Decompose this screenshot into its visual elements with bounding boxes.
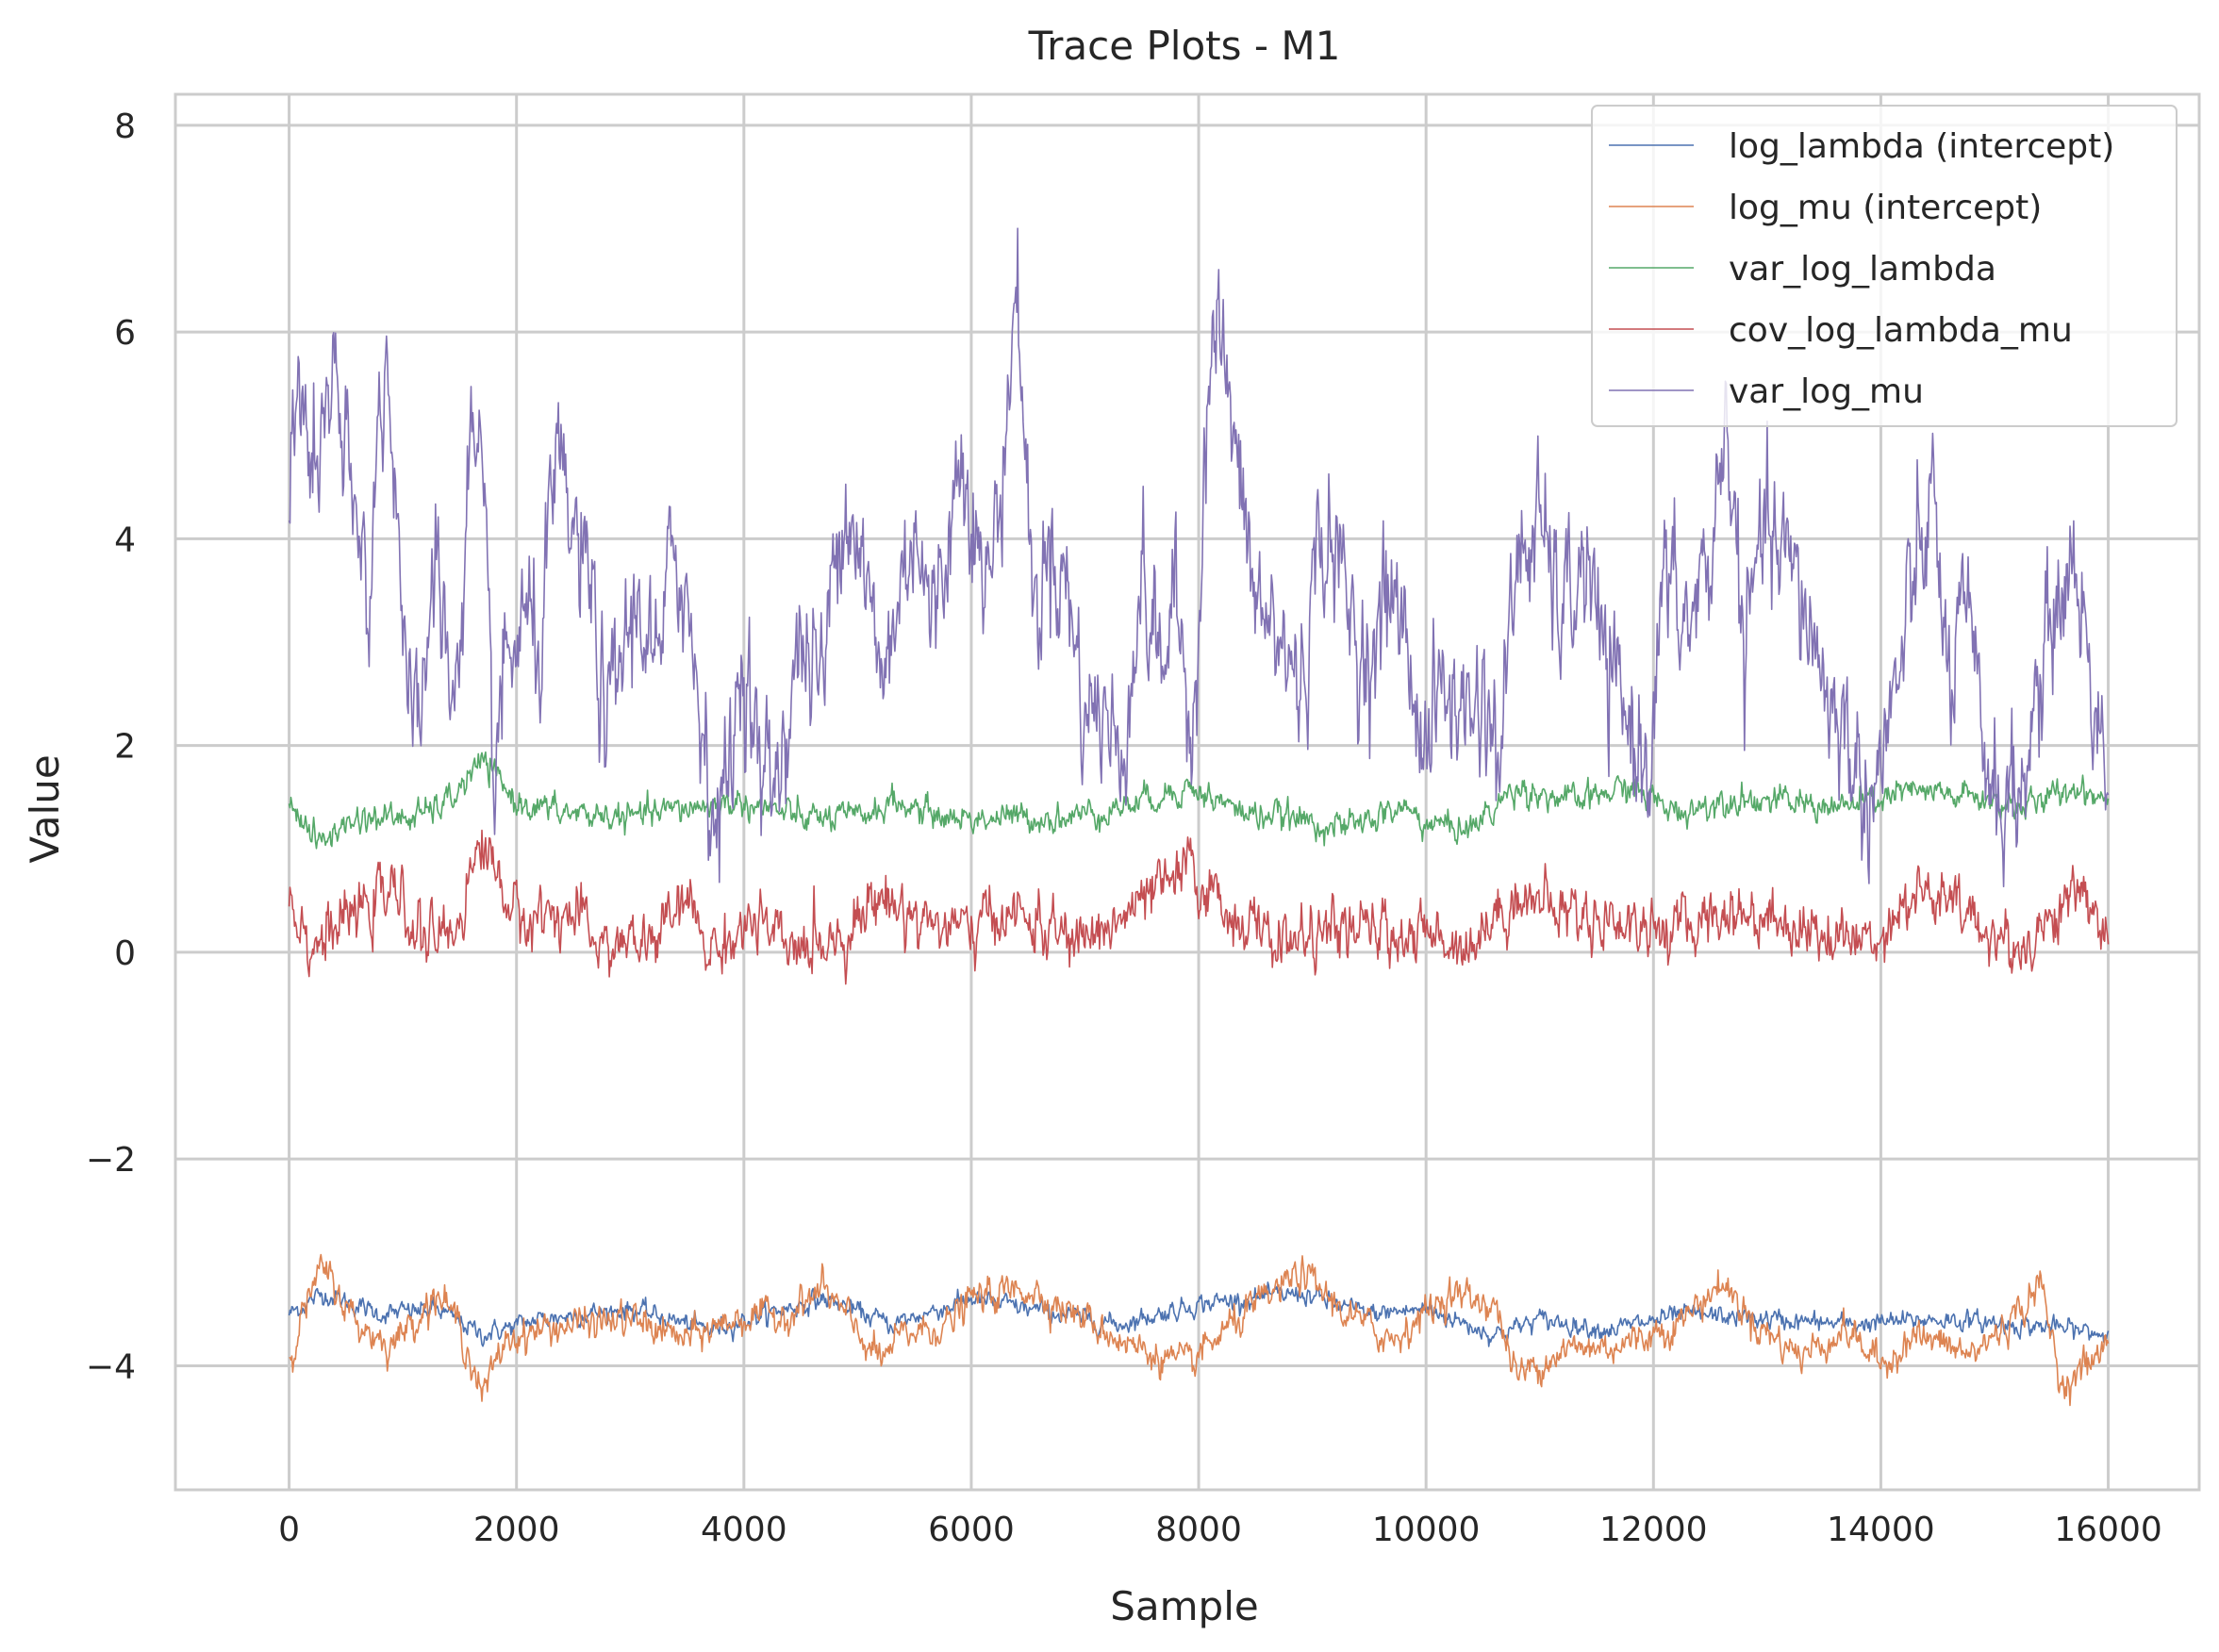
x-tick-label: 4000	[701, 1511, 787, 1549]
y-tick-label: 4	[114, 520, 136, 559]
x-tick-label: 0	[278, 1511, 300, 1549]
x-tick-label: 10000	[1372, 1511, 1481, 1549]
y-tick-labels: 8 6 4 2 0 −2 −4	[86, 107, 136, 1387]
x-tick-label: 8000	[1155, 1511, 1242, 1549]
series-line-4	[288, 227, 2110, 887]
y-axis-label: Value	[22, 754, 68, 863]
series-line-2	[288, 751, 2110, 850]
chart-title: Trace Plots - M1	[1028, 23, 1341, 69]
x-tick-label: 2000	[473, 1511, 560, 1549]
plot-frame	[174, 92, 2201, 1492]
y-tick-label: 8	[114, 107, 136, 146]
x-tick-label: 16000	[2054, 1511, 2162, 1549]
y-tick-label: 0	[114, 934, 136, 973]
x-tick-label: 12000	[1599, 1511, 1708, 1549]
y-tick-label: −4	[86, 1347, 136, 1386]
legend: log_lambda (intercept) log_mu (intercept)…	[1591, 105, 2178, 427]
x-tick-labels: 0 2000 4000 6000 8000 10000 12000 14000 16000	[278, 1511, 2162, 1549]
x-tick-label: 6000	[928, 1511, 1015, 1549]
series-line-3	[288, 829, 2110, 985]
legend-label: var_log_mu	[1729, 372, 1924, 411]
legend-label: cov_log_lambda_mu	[1729, 311, 2073, 350]
series-line-1	[289, 1253, 2110, 1407]
legend-label: log_mu (intercept)	[1729, 189, 2042, 227]
series-layer	[288, 227, 2110, 1407]
legend-label: log_lambda (intercept)	[1729, 127, 2114, 166]
y-tick-label: 6	[114, 314, 136, 353]
legend-label: var_log_lambda	[1729, 250, 1996, 289]
series-line-0	[288, 1281, 2110, 1347]
legend-box	[1591, 105, 2178, 427]
x-axis-label: Sample	[1110, 1583, 1258, 1629]
y-tick-label: 2	[114, 728, 136, 767]
x-tick-label: 14000	[1827, 1511, 1935, 1549]
y-tick-label: −2	[86, 1141, 136, 1180]
